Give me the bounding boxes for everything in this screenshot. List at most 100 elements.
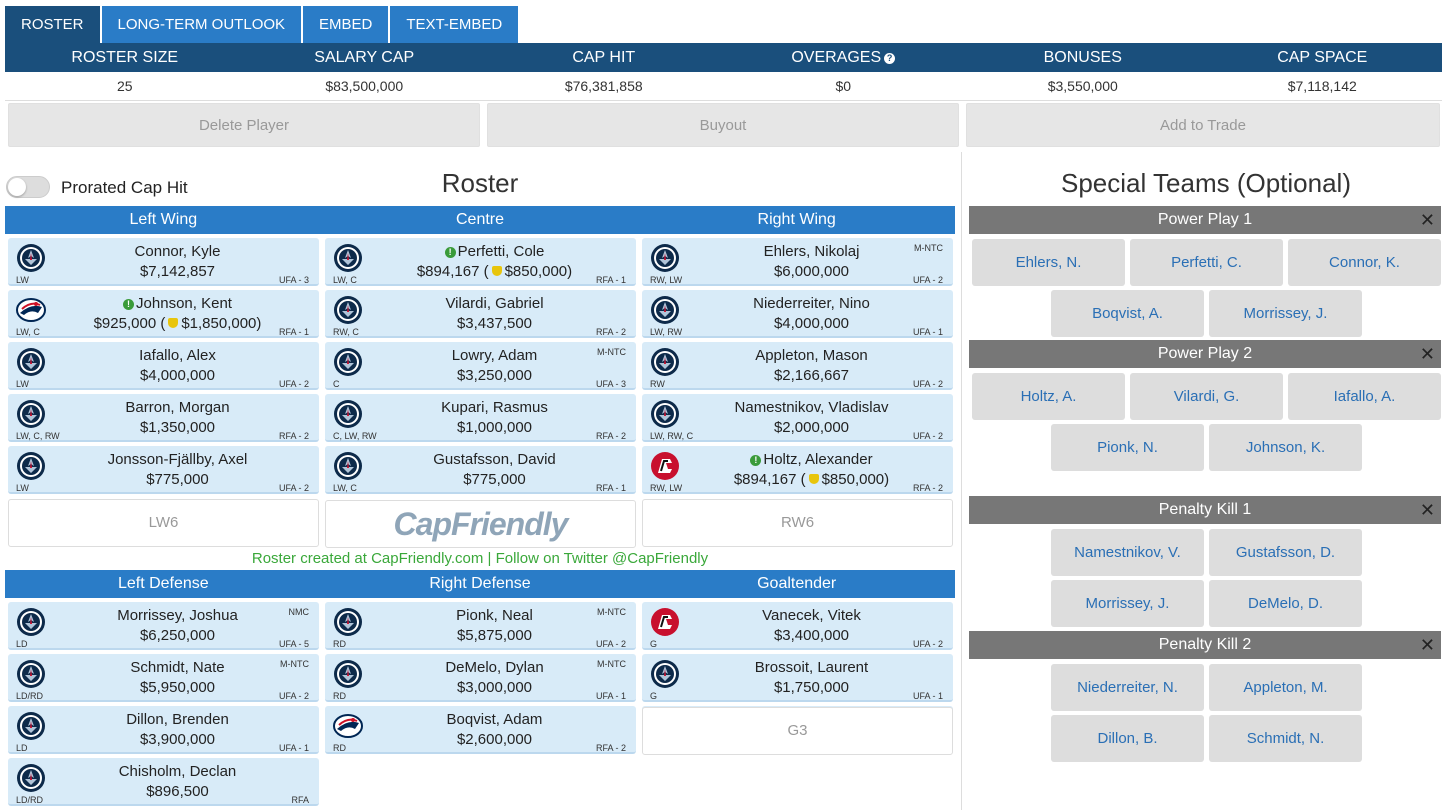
- special-team-player-button[interactable]: Boqvist, A.: [1051, 290, 1204, 337]
- empty-slot-lw6[interactable]: LW6: [8, 499, 319, 547]
- player-card[interactable]: Appleton, Mason $2,166,667 RW UFA - 2: [642, 342, 953, 390]
- special-team-player-button[interactable]: Namestnikov, V.: [1051, 529, 1204, 576]
- team-logo-icon: [650, 607, 680, 637]
- special-team-player-button[interactable]: Morrissey, J.: [1051, 580, 1204, 627]
- tab-text-embed[interactable]: TEXT-EMBED: [390, 6, 519, 43]
- player-card[interactable]: ! Johnson, Kent $925,000 ($1,850,000) LW, C…: [8, 290, 319, 338]
- close-icon[interactable]: ✕: [1419, 500, 1435, 520]
- cap-hit-value: $76,381,858: [564, 78, 643, 94]
- player-name: Boqvist, Adam: [446, 711, 543, 728]
- contract-status: RFA - 2: [595, 327, 626, 337]
- close-icon[interactable]: ✕: [1419, 210, 1435, 230]
- contract-status: UFA - 2: [278, 691, 309, 701]
- player-position: LW, RW: [650, 327, 683, 337]
- empty-slot-rw6[interactable]: RW6: [642, 499, 953, 547]
- special-team-player-button[interactable]: Vilardi, G.: [1130, 373, 1283, 420]
- tab-roster[interactable]: ROSTER: [5, 6, 100, 43]
- player-card[interactable]: Schmidt, Nate $5,950,000 LD/RD UFA - 2 M-NTC: [8, 654, 319, 702]
- special-team-player-button[interactable]: Schmidt, N.: [1209, 715, 1362, 762]
- add-to-trade-button[interactable]: Add to Trade: [966, 103, 1440, 147]
- player-card[interactable]: Lowry, Adam $3,250,000 C UFA - 3 M-NTC: [325, 342, 636, 390]
- player-card[interactable]: Ehlers, Nikolaj $6,000,000 RW, LW UFA - 2 M-…: [642, 238, 953, 286]
- special-team-player-button[interactable]: Dillon, B.: [1051, 715, 1204, 762]
- player-card[interactable]: Dillon, Brenden $3,900,000 LD UFA - 1: [8, 706, 319, 754]
- special-team-player-button[interactable]: Holtz, A.: [972, 373, 1125, 420]
- special-team-title: Power Play 1: [1157, 211, 1253, 228]
- player-card[interactable]: Kupari, Rasmus $1,000,000 C, LW, RW RFA - 2: [325, 394, 636, 442]
- trophy-icon: [491, 266, 502, 276]
- player-card[interactable]: ! Holtz, Alexander $894,167 ($850,000) RW, …: [642, 446, 953, 494]
- player-card[interactable]: ! Perfetti, Cole $894,167 ($850,000) LW, C R…: [325, 238, 636, 286]
- player-card[interactable]: Gustafsson, David $775,000 LW, C RFA - 1: [325, 446, 636, 494]
- special-team-player-button[interactable]: Gustafsson, D.: [1209, 529, 1362, 576]
- info-icon[interactable]: !: [123, 299, 135, 310]
- contract-status: UFA - 2: [278, 483, 309, 493]
- empty-slot-g3[interactable]: G3: [642, 707, 953, 755]
- player-card[interactable]: Jonsson-Fjällby, Axel $775,000 LW UFA - 2: [8, 446, 319, 494]
- player-name-row: Boqvist, Adam: [365, 711, 624, 728]
- player-card[interactable]: Brossoit, Laurent $1,750,000 G UFA - 1: [642, 654, 953, 702]
- player-card[interactable]: Pionk, Neal $5,875,000 RD UFA - 2 M-NTC: [325, 602, 636, 650]
- close-icon[interactable]: ✕: [1419, 635, 1435, 655]
- special-team-player-button[interactable]: Connor, K.: [1288, 239, 1441, 286]
- tab-long-term-outlook[interactable]: LONG-TERM OUTLOOK: [101, 6, 302, 43]
- player-card[interactable]: Morrissey, Joshua $6,250,000 LD UFA - 5 NMC: [8, 602, 319, 650]
- prorated-cap-hit-toggle[interactable]: [6, 176, 50, 198]
- team-logo-icon: [16, 607, 46, 637]
- special-team-player-button[interactable]: Niederreiter, N.: [1051, 664, 1204, 711]
- player-name-row: Vanecek, Vitek: [682, 607, 941, 624]
- player-card[interactable]: Vanecek, Vitek $3,400,000 G UFA - 2: [642, 602, 953, 650]
- trophy-icon: [808, 474, 819, 484]
- player-salary: $3,900,000: [139, 731, 216, 748]
- contract-status: UFA - 2: [912, 431, 943, 441]
- player-salary: $3,000,000: [456, 679, 533, 696]
- player-card[interactable]: Boqvist, Adam $2,600,000 RD RFA - 2: [325, 706, 636, 754]
- player-salary-row: $4,000,000: [48, 367, 307, 384]
- player-name: Kupari, Rasmus: [441, 399, 548, 416]
- player-name-row: Kupari, Rasmus: [365, 399, 624, 416]
- team-logo-icon: [16, 763, 46, 793]
- special-team-player-button[interactable]: Perfetti, C.: [1130, 239, 1283, 286]
- help-icon[interactable]: ?: [884, 53, 896, 64]
- team-logo-icon: [333, 607, 363, 637]
- player-position: RW, LW: [650, 275, 683, 285]
- player-name: Brossoit, Laurent: [754, 659, 869, 676]
- contract-status: UFA - 2: [912, 275, 943, 285]
- contract-status: UFA - 2: [278, 379, 309, 389]
- special-team-player-button[interactable]: DeMelo, D.: [1209, 580, 1362, 627]
- special-team-player-button[interactable]: Pionk, N.: [1051, 424, 1204, 471]
- contract-clause: M-NTC: [914, 243, 943, 253]
- delete-player-button[interactable]: Delete Player: [8, 103, 480, 147]
- special-team-player-button[interactable]: Appleton, M.: [1209, 664, 1362, 711]
- info-icon[interactable]: !: [750, 455, 762, 466]
- player-salary-row: $6,250,000: [48, 627, 307, 644]
- contract-status: RFA - 1: [595, 483, 626, 493]
- player-salary-row: $6,000,000: [682, 263, 941, 280]
- info-icon[interactable]: !: [444, 247, 456, 258]
- special-team-player-button[interactable]: Ehlers, N.: [972, 239, 1125, 286]
- special-team-player-button[interactable]: Johnson, K.: [1209, 424, 1362, 471]
- salary-cap-value: $83,500,000: [325, 78, 404, 94]
- player-card[interactable]: DeMelo, Dylan $3,000,000 RD UFA - 1 M-NTC: [325, 654, 636, 702]
- player-salary: $3,250,000: [456, 367, 533, 384]
- cap-summary: ROSTER SIZE SALARY CAP CAP HIT OVERAGES?…: [5, 43, 1442, 101]
- player-name-row: Lowry, Adam: [365, 347, 624, 364]
- buyout-button[interactable]: Buyout: [487, 103, 959, 147]
- player-position: LW, C: [333, 483, 357, 493]
- roster-title: Roster: [441, 168, 519, 198]
- player-card[interactable]: Iafallo, Alex $4,000,000 LW UFA - 2: [8, 342, 319, 390]
- player-card[interactable]: Vilardi, Gabriel $3,437,500 RW, C RFA - 2: [325, 290, 636, 338]
- contract-status: RFA - 2: [912, 483, 943, 493]
- roster-credit-link[interactable]: Roster created at CapFriendly.com | Foll…: [251, 550, 709, 567]
- special-team-player-button[interactable]: Iafallo, A.: [1288, 373, 1441, 420]
- close-icon[interactable]: ✕: [1419, 344, 1435, 364]
- tab-embed[interactable]: EMBED: [303, 6, 389, 43]
- player-card[interactable]: Barron, Morgan $1,350,000 LW, C, RW RFA - 2: [8, 394, 319, 442]
- player-card[interactable]: Connor, Kyle $7,142,857 LW UFA - 3: [8, 238, 319, 286]
- player-salary-row: $1,350,000: [48, 419, 307, 436]
- team-logo-icon: [650, 243, 680, 273]
- special-team-player-button[interactable]: Morrissey, J.: [1209, 290, 1362, 337]
- player-card[interactable]: Chisholm, Declan $896,500 LD/RD RFA: [8, 758, 319, 806]
- player-card[interactable]: Namestnikov, Vladislav $2,000,000 LW, RW, …: [642, 394, 953, 442]
- player-card[interactable]: Niederreiter, Nino $4,000,000 LW, RW UFA - …: [642, 290, 953, 338]
